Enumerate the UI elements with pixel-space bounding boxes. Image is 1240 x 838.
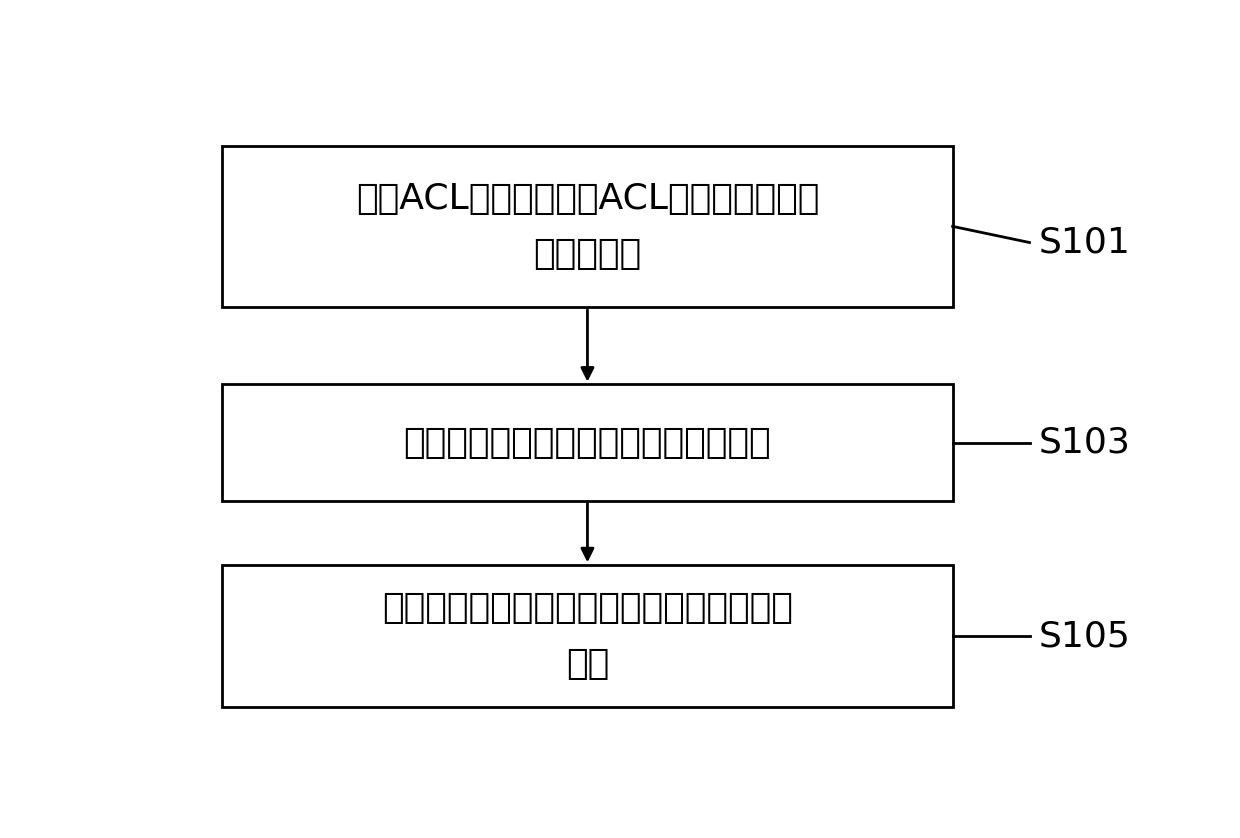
Text: S103: S103 [1039, 426, 1131, 459]
Bar [222, 146, 952, 307]
Text: S101: S101 [1039, 225, 1131, 260]
Bar [222, 565, 952, 707]
Text: S105: S105 [1039, 619, 1131, 653]
Text: 根据ACL规则的类型和ACL规则加入时间，
建立哈希链: 根据ACL规则的类型和ACL规则加入时间， 建立哈希链 [356, 182, 820, 272]
Text: 获取所有的哈希链的链表头的老化延时: 获取所有的哈希链的链表头的老化延时 [404, 426, 771, 459]
Bar [222, 385, 952, 500]
Text: 根据老化延时，删除对应最大老化延时的链
表头: 根据老化延时，删除对应最大老化延时的链 表头 [382, 592, 792, 681]
